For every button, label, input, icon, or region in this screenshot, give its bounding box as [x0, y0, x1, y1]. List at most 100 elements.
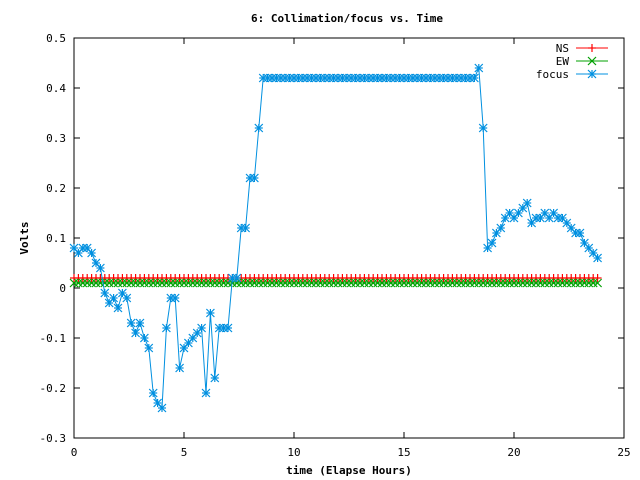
data-point-focus — [157, 403, 167, 413]
data-point-ew — [263, 278, 273, 288]
x-tick-label: 20 — [507, 446, 520, 459]
y-tick-label: 0.2 — [46, 182, 66, 195]
y-tick-labels: -0.3 -0.2 -0.1 0 0.1 0.2 0.3 0.4 0.5 — [40, 32, 67, 445]
data-point-ew — [148, 278, 158, 288]
series-ns — [70, 274, 602, 282]
data-point-ew — [104, 278, 114, 288]
data-point-ew — [337, 278, 347, 288]
data-point-focus — [412, 73, 422, 83]
data-point-focus — [280, 73, 290, 83]
data-point-focus — [109, 293, 119, 303]
data-point-ew — [487, 278, 497, 288]
legend-label: focus — [536, 68, 569, 81]
data-point-ew — [381, 278, 391, 288]
data-point-focus — [390, 73, 400, 83]
chart-title: 6: Collimation/focus vs. Time — [251, 12, 443, 25]
data-point-ew — [293, 278, 303, 288]
data-point-ew — [434, 278, 444, 288]
data-point-ew — [285, 278, 295, 288]
data-point-focus — [210, 373, 220, 383]
data-point-focus — [434, 73, 444, 83]
data-point-focus — [298, 73, 308, 83]
y-tick-label: 0.4 — [46, 82, 66, 95]
data-point-focus — [170, 293, 180, 303]
data-point-focus — [205, 308, 215, 318]
data-point-focus — [469, 73, 479, 83]
data-point-ns — [593, 274, 602, 282]
data-point-ew — [553, 278, 563, 288]
data-point-focus — [456, 73, 466, 83]
data-point-focus — [478, 123, 488, 133]
data-point-ew — [78, 278, 88, 288]
data-point-ew — [355, 278, 365, 288]
data-point-focus — [122, 293, 132, 303]
data-point-focus — [315, 73, 325, 83]
data-point-ew — [571, 278, 581, 288]
data-point-ew — [166, 278, 176, 288]
data-point-ew — [447, 278, 457, 288]
data-point-ew — [329, 278, 339, 288]
data-point-focus — [263, 73, 273, 83]
data-point-focus — [241, 223, 251, 233]
data-point-ew — [245, 278, 255, 288]
data-point-focus — [192, 328, 202, 338]
data-point-ew — [584, 278, 594, 288]
data-point-ew — [443, 278, 453, 288]
data-point-ew — [456, 278, 466, 288]
data-point-ew — [197, 278, 207, 288]
data-point-ew — [579, 278, 589, 288]
x-tick-label: 10 — [287, 446, 300, 459]
data-point-ew — [324, 278, 334, 288]
data-point-ew — [491, 278, 501, 288]
data-point-focus — [175, 363, 185, 373]
data-point-ew — [399, 278, 409, 288]
data-point-ew — [593, 278, 603, 288]
data-point-focus — [139, 333, 149, 343]
data-point-ew — [315, 278, 325, 288]
data-point-focus — [575, 228, 585, 238]
data-point-ew — [412, 278, 422, 288]
data-point-ew — [219, 278, 229, 288]
data-point-ew — [170, 278, 180, 288]
data-point-ew — [531, 278, 541, 288]
data-point-ew — [557, 278, 567, 288]
data-point-ew — [544, 278, 554, 288]
data-point-ew — [307, 278, 317, 288]
data-point-ew — [135, 278, 145, 288]
legend-marker — [587, 69, 597, 79]
data-point-focus — [461, 73, 471, 83]
axis-ticks — [73, 37, 625, 439]
data-point-ew — [505, 278, 515, 288]
data-point-ew — [500, 278, 510, 288]
data-point-focus — [399, 73, 409, 83]
legend-marker — [588, 44, 596, 52]
data-point-ew — [87, 278, 97, 288]
data-point-ew — [430, 278, 440, 288]
y-tick-label: -0.2 — [40, 382, 67, 395]
data-point-ew — [509, 278, 519, 288]
y-tick-label: -0.3 — [40, 432, 67, 445]
data-point-focus — [214, 323, 224, 333]
data-point-focus — [95, 263, 105, 273]
data-point-ew — [82, 278, 92, 288]
data-point-ew — [575, 278, 585, 288]
data-point-focus — [377, 73, 387, 83]
data-point-ew — [390, 278, 400, 288]
x-tick-labels: 0 5 10 15 20 25 — [71, 446, 631, 459]
data-point-ew — [183, 278, 193, 288]
data-point-focus — [135, 318, 145, 328]
data-point-ew — [210, 278, 220, 288]
data-point-ew — [469, 278, 479, 288]
data-point-ew — [373, 278, 383, 288]
legend-marker — [587, 56, 597, 66]
data-point-ew — [139, 278, 149, 288]
data-point-ew — [518, 278, 528, 288]
data-point-focus — [131, 328, 141, 338]
data-point-ew — [359, 278, 369, 288]
y-tick-label: 0 — [59, 282, 66, 295]
data-point-ew — [342, 278, 352, 288]
data-point-ew — [461, 278, 471, 288]
data-point-focus — [223, 323, 233, 333]
data-point-ew — [377, 278, 387, 288]
